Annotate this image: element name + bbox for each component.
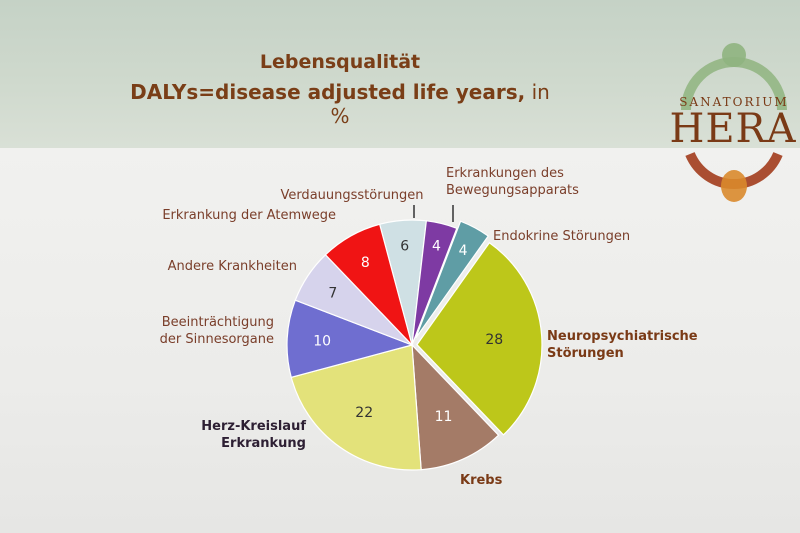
slice-value-verdauungsstoerungen: 6 (400, 238, 409, 254)
slice-label-herz-kreislauf-erkrankung: Herz-Kreislauf Erkrankung (201, 419, 306, 451)
subtitle-unit: in % (330, 80, 550, 128)
logo-hera-text: HERA (669, 106, 797, 152)
slice-value-erkrankungen-des-bewegungsapparats: 4 (432, 238, 441, 254)
slice-value-andere-krankheiten: 7 (328, 285, 337, 301)
pie-slice-erkrankung-der-atemwege (324, 223, 413, 346)
slice-value-erkrankung-der-atemwege: 8 (361, 255, 370, 271)
slide-header-band (0, 0, 800, 148)
slice-label-erkrankungen-des-bewegungsapparats: Erkrankungen des Bewegungsapparats (446, 166, 579, 198)
subtitle-text: DALYs=disease adjusted life years, (130, 80, 526, 104)
slice-value-herz-kreislauf-erkrankung: 22 (355, 405, 373, 421)
slice-value-beeintraechtigung-der-sinnesorgane: 10 (313, 333, 331, 349)
slice-label-endokrine-stoerungen: Endokrine Störungen (493, 229, 630, 244)
pie-slice-beeintraechtigung-der-sinnesorgane (286, 299, 414, 379)
slice-label-krebs: Krebs (460, 473, 503, 488)
pie-slice-neuropsychiatrische-stoerungen (416, 241, 543, 436)
pie-slice-erkrankungen-des-bewegungsapparats (411, 220, 458, 346)
slice-value-neuropsychiatrische-stoerungen: 28 (485, 332, 503, 348)
slide-subtitle: DALYs=disease adjusted life years, in % (120, 80, 560, 128)
slice-label-verdauungsstoerungen: Verdauungsstörungen (280, 188, 423, 203)
slice-value-krebs: 11 (435, 409, 453, 425)
logo-sanatorium-text: SANATORIUM (679, 95, 789, 109)
pie-slice-krebs (411, 343, 500, 471)
pie-slice-herz-kreislauf-erkrankung (290, 344, 422, 471)
slice-label-andere-krankheiten: Andere Krankheiten (168, 259, 297, 274)
slice-label-neuropsychiatrische-stoerungen: Neuropsychiatrische Störungen (547, 329, 698, 361)
slice-label-beeintraechtigung-der-sinnesorgane: Beeinträchtigung der Sinnesorgane (160, 315, 274, 347)
slice-label-erkrankung-der-atemwege: Erkrankung der Atemwege (162, 208, 336, 223)
slice-value-endokrine-stoerungen: 4 (459, 243, 468, 259)
pie-slice-endokrine-stoerungen (415, 220, 490, 339)
slide-title: Lebensqualität (259, 51, 421, 73)
